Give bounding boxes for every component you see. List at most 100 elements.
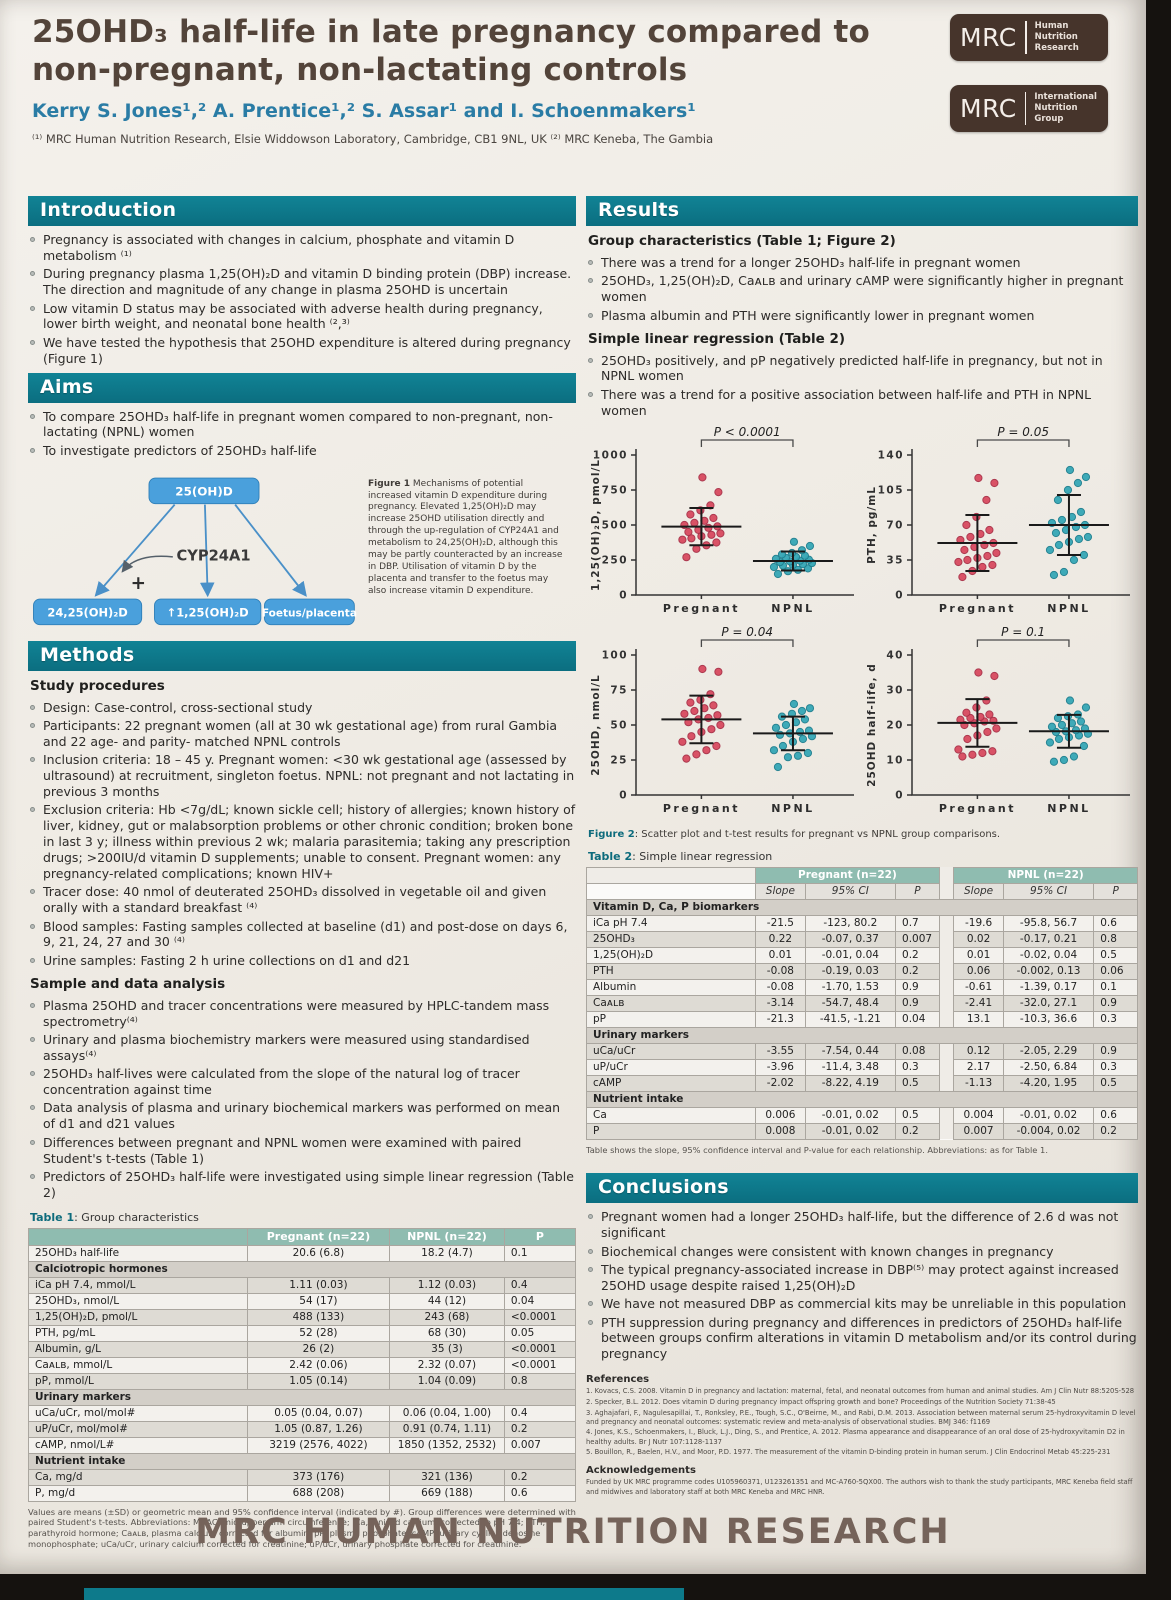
cell-value: -4.20, 1.95 [1002, 1074, 1095, 1092]
methods-bullet: Exclusion criteria: Hb <7g/dL; known sic… [30, 802, 576, 881]
results-bullet: Plasma albumin and PTH were significantl… [588, 308, 1138, 324]
table1-caption-text: : Group characteristics [74, 1210, 199, 1224]
footer-banner: MRC HUMAN NUTRITION RESEARCH [195, 1512, 951, 1552]
cell-value: 0.4 [503, 1276, 577, 1294]
cell-value: 1.12 (0.03) [389, 1276, 505, 1294]
figure1-diagram: 25(OH)D 24,25(OH)₂D ↑1,25(OH)₂D Foetus/p… [33, 477, 357, 625]
cell-value: 321 (136) [389, 1468, 505, 1486]
data-point [1057, 515, 1067, 524]
bullet-dot [30, 889, 35, 895]
bullet-dot [588, 391, 593, 397]
svg-text:25: 25 [610, 754, 628, 766]
bullet-text: 25OHD₃, 1,25(OH)₂D, Caᴀʟʙ and urinary cA… [601, 273, 1124, 305]
cell-value: -19.6 [953, 914, 1004, 932]
cell-value: -41.5, -1.21 [804, 1010, 897, 1028]
table2-section-row: Urinary markers [586, 1026, 1138, 1044]
cell-value: -10.3, 36.6 [1002, 1010, 1095, 1028]
bullet-text: 25OHD₃ half-lives were calculated from t… [43, 1066, 520, 1097]
results-sub1: Group characteristics (Table 1; Figure 2… [588, 233, 896, 249]
cell-value: 0.2 [1093, 1122, 1138, 1140]
row-label: 25OHD₃ half-life [28, 1244, 248, 1262]
data-point [680, 709, 689, 718]
cell-value: -21.5 [755, 914, 806, 932]
data-point [702, 745, 711, 754]
data-point [985, 709, 994, 719]
box-2425ohd [33, 598, 143, 625]
row-label: iCa pH 7.4 [585, 914, 757, 932]
data-point [974, 473, 983, 482]
box-2425ohd-label: 24,25(OH)₂D [47, 605, 127, 619]
data-point [1057, 720, 1067, 729]
data-point [1079, 741, 1089, 750]
cell-value: <0.0001 [503, 1356, 577, 1374]
section-label: Urinary markers [28, 1388, 576, 1406]
data-point [992, 548, 1001, 557]
bullet-dot [30, 923, 35, 929]
section-label: Calciotropic hormones [28, 1260, 576, 1278]
data-point [968, 750, 977, 759]
reference-item: 3. Aghajafari, F., Nagulesapillai, T., R… [586, 1408, 1136, 1426]
row-label: Albumin, g/L [28, 1340, 248, 1358]
data-point [990, 478, 999, 487]
row-label: PTH [585, 962, 757, 980]
data-point [781, 720, 791, 729]
cell-value: 2.17 [953, 1058, 1004, 1076]
section-label: Urinary markers [586, 1026, 1138, 1044]
reference-item: 5. Bouillon, R., Baelen, H.V., and Moor,… [586, 1448, 1111, 1457]
data-point [1053, 495, 1063, 504]
data-point [992, 723, 1001, 733]
cell-value: 669 (188) [389, 1484, 505, 1502]
cell-value: 0.04 [895, 1010, 940, 1028]
data-point [963, 734, 972, 743]
cell-value: -123, 80.2 [804, 914, 897, 932]
cell-value: 68 (30) [389, 1324, 505, 1342]
box-foetus-label: Foetus/placenta [262, 607, 357, 619]
column-header: P [503, 1227, 577, 1246]
bullet-text: Design: Case-control, cross-sectional st… [43, 699, 313, 715]
table2-row: Ca 0.006 -0.01, 0.02 0.5 0.004 -0.01, 0.02 0.6 [585, 1106, 1138, 1124]
scatter-plot-4: 0 10 20 30 40 Pregnant NPNL 25OHD half-life, d P… [862, 625, 1138, 825]
bullet-dot [30, 1036, 35, 1042]
cell-value: 2.42 (0.06) [246, 1356, 391, 1374]
cell-value: 44 (12) [389, 1292, 505, 1310]
methods-sub2: Sample and data analysis [30, 975, 226, 992]
cell-value: <0.0001 [503, 1308, 577, 1326]
bullet-dot [30, 413, 35, 419]
row-label: pP, mmol/L [28, 1372, 248, 1390]
cell-value: 243 (68) [389, 1308, 505, 1326]
svg-text:P = 0.04: P = 0.04 [721, 625, 773, 639]
figure2-caption-label: Figure 2 [588, 828, 635, 840]
bullet-dot [30, 1139, 35, 1145]
acknowledgements-heading: Acknowledgements [586, 1465, 696, 1477]
table2-caption-label: Table 2 [588, 849, 633, 863]
results-sub2: Simple linear regression (Table 2) [588, 330, 846, 347]
cell-value: 0.9 [895, 994, 940, 1012]
sub-header: Slope [755, 882, 806, 900]
cell-value: -0.01, 0.02 [1002, 1106, 1095, 1124]
cell-value: 0.3 [1093, 1058, 1138, 1076]
data-point [692, 749, 701, 758]
cell-value: 0.007 [895, 930, 940, 948]
figure2-caption: Figure 2: Scatter plot and t-test result… [588, 829, 1138, 840]
data-point [1065, 695, 1075, 705]
cell-value: 26 (2) [246, 1340, 391, 1358]
cell-value: -21.3 [755, 1010, 806, 1028]
row-label: uP/uCr, mol/mol# [28, 1420, 248, 1438]
right-column: Results Group characteristics (Table 1; … [585, 196, 1138, 1498]
table1-row: pP, mmol/L 1.05 (0.14) 1.04 (0.09) 0.8 [28, 1372, 577, 1390]
row-label: Albumin [585, 978, 757, 996]
figure2-plots: 0 250 500 750 1000 Pregnant NPNL 1,25(OH)₂D, pm… [586, 425, 1138, 825]
table2-row: iCa pH 7.4 -21.5 -123, 80.2 0.7 -19.6 -95.8, … [585, 914, 1138, 932]
cell-value: 0.2 [503, 1468, 577, 1486]
data-point [1054, 734, 1064, 743]
cell-value: -1.13 [953, 1074, 1004, 1092]
data-point [966, 532, 975, 541]
authors-line: Kerry S. Jones¹,² A. Prentice¹,² S. Assa… [32, 99, 696, 122]
bullet-dot [30, 704, 35, 710]
sub-header: 95% CI [1002, 882, 1095, 900]
data-point [1069, 751, 1079, 761]
svg-text:0: 0 [619, 589, 628, 601]
cell-value: 0.007 [953, 1122, 1004, 1140]
data-point [797, 706, 807, 715]
data-point [716, 528, 725, 538]
